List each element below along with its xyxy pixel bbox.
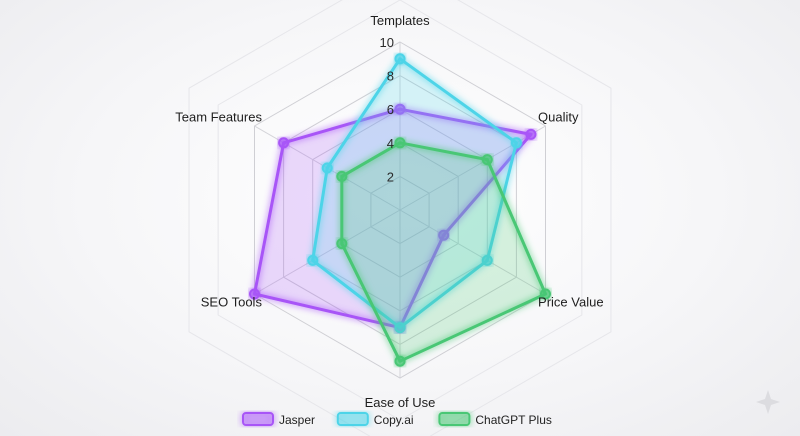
axis-label-templates: Templates [370, 13, 430, 28]
data-point-jasper-seo-tools[interactable] [249, 288, 261, 300]
legend-label: Copy.ai [374, 413, 414, 427]
legend-label: Jasper [279, 413, 315, 427]
data-point-jasper-price-value[interactable] [438, 229, 450, 241]
legend-swatch [336, 412, 369, 426]
data-point-chatgpt-plus-templates[interactable] [394, 137, 406, 149]
data-point-chatgpt-plus-seo-tools[interactable] [336, 238, 348, 250]
data-point-chatgpt-plus-quality[interactable] [481, 154, 493, 166]
legend[interactable]: Jasper Copy.ai ChatGPT Plus [242, 412, 552, 427]
data-point-copy-ai-seo-tools[interactable] [307, 254, 319, 266]
data-point-copy-ai-team-features[interactable] [321, 162, 333, 174]
data-point-copy-ai-templates[interactable] [394, 53, 406, 65]
data-point-jasper-templates[interactable] [394, 103, 406, 115]
axis-labels: Templates Quality Price Value Ease of Use SE… [175, 13, 603, 410]
series-area-jasper [254, 109, 531, 328]
axis-label-price-value: Price Value [538, 294, 604, 309]
legend-item-copy-ai[interactable]: Copy.ai [336, 412, 414, 427]
outer-ring [217, 0, 583, 421]
data-point-copy-ai-ease-of-use[interactable] [394, 322, 406, 334]
legend-swatch [438, 412, 471, 426]
axis-label-quality: Quality [538, 110, 579, 125]
grid-spoke [399, 209, 546, 295]
axis-label-ease-of-use: Ease of Use [365, 395, 436, 410]
data-point-chatgpt-plus-team-features[interactable] [336, 170, 348, 182]
legend-swatch [242, 412, 274, 426]
legend-item-jasper[interactable]: Jasper [242, 412, 315, 427]
data-point-copy-ai-price-value[interactable] [481, 254, 493, 266]
axis-label-seo-tools: SEO Tools [201, 294, 263, 309]
grid-spoke [399, 125, 546, 211]
axis-label-team-features: Team Features [175, 110, 262, 125]
tick-label: 6 [387, 102, 394, 117]
grid-spoke [254, 209, 401, 295]
legend-label: ChatGPT Plus [475, 413, 551, 427]
series-area-copy-ai [312, 58, 517, 328]
tick-labels: 2 4 6 8 10 [380, 35, 394, 184]
tick-label: 4 [387, 136, 394, 151]
data-point-jasper-quality[interactable] [525, 128, 537, 140]
legend-item-chatgpt-plus[interactable]: ChatGPT Plus [438, 412, 552, 427]
tick-label: 10 [380, 35, 394, 50]
tick-label: 2 [387, 169, 394, 184]
outer-ring [188, 0, 612, 436]
series-area-chatgpt-plus [341, 142, 546, 362]
sparkle-icon [756, 390, 780, 414]
data-point-copy-ai-quality[interactable] [510, 137, 522, 149]
tick-label: 8 [387, 69, 394, 84]
data-point-chatgpt-plus-ease-of-use[interactable] [394, 355, 406, 367]
series-layer [249, 53, 551, 367]
data-point-jasper-team-features[interactable] [278, 137, 290, 149]
data-point-chatgpt-plus-price-value[interactable] [539, 288, 551, 300]
